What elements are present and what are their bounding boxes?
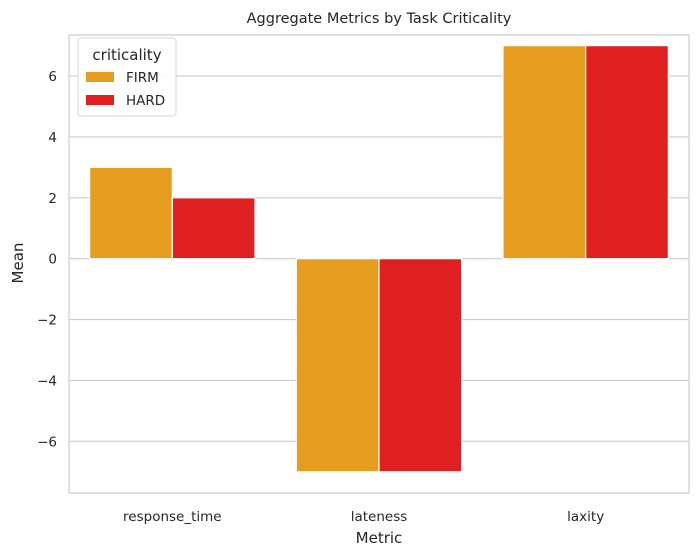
bar-hard-response-time: [171, 197, 256, 260]
bar-firm-laxity: [502, 45, 587, 260]
x-axis-label: Metric: [356, 529, 403, 547]
bar-hard-laxity: [585, 45, 669, 260]
y-tick-label: 2: [48, 191, 57, 207]
chart-title: Aggregate Metrics by Task Criticality: [247, 11, 512, 27]
x-tick-label: response_time: [123, 509, 222, 525]
y-tick-label: −6: [37, 434, 57, 450]
legend-swatch-hard: [86, 95, 114, 105]
y-tick-label: 4: [48, 130, 57, 146]
x-tick-labels: response_time lateness laxity: [123, 509, 604, 525]
bars: [89, 45, 669, 473]
y-tick-label: 0: [48, 252, 57, 268]
bar-hard-lateness: [378, 258, 463, 473]
bar-firm-lateness: [295, 258, 380, 473]
bar-firm-response-time: [89, 166, 173, 260]
y-tick-label: 6: [48, 69, 57, 85]
plot-frame: [68, 34, 690, 494]
legend-swatch-firm: [86, 72, 114, 82]
y-axis-label: Mean: [9, 243, 27, 284]
y-tick-label: −2: [37, 313, 57, 329]
y-tick-labels: −6 −4 −2 0 2 4 6: [37, 69, 57, 450]
legend: criticality FIRM HARD: [77, 37, 177, 117]
legend-title: criticality: [92, 46, 161, 64]
legend-label-hard: HARD: [126, 93, 165, 109]
x-tick-label: lateness: [351, 509, 408, 525]
y-tick-label: −4: [37, 373, 57, 389]
x-tick-label: laxity: [567, 509, 604, 525]
legend-label-firm: FIRM: [126, 70, 159, 86]
